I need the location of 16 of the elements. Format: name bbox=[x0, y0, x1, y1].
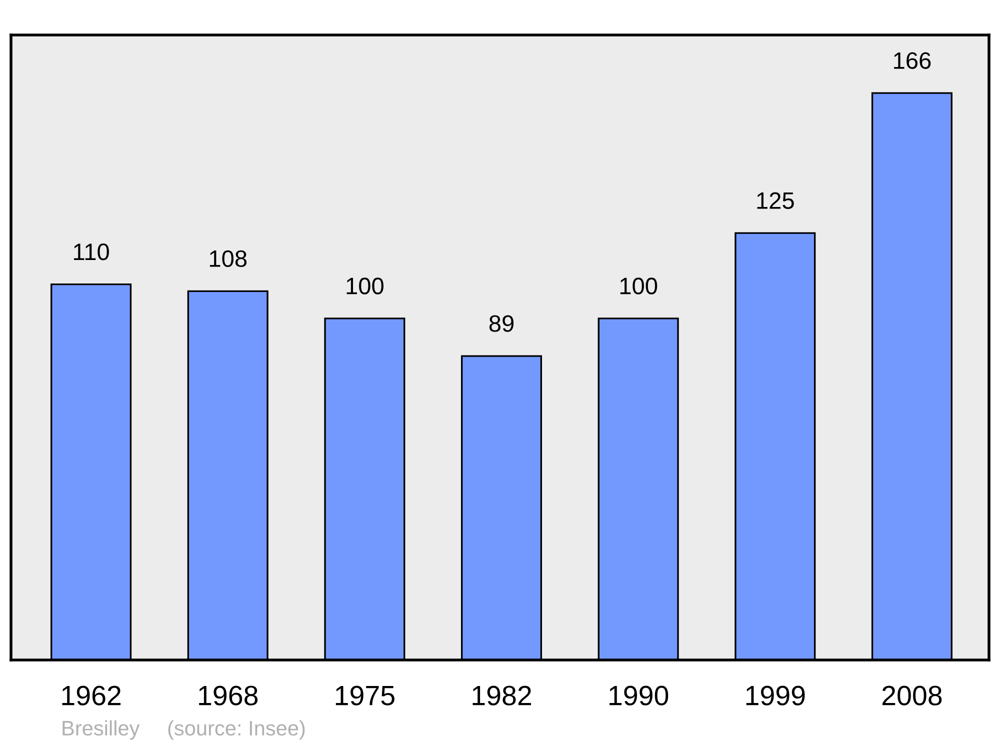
data-label: 125 bbox=[757, 192, 794, 209]
data-label: 89 bbox=[489, 315, 514, 332]
data-label: 110 bbox=[74, 243, 109, 260]
text: Bresilley bbox=[62, 720, 140, 740]
data-label: 100 bbox=[346, 278, 384, 294]
x-tick-label: 1962 bbox=[62, 686, 121, 706]
x-tick-label: 2008 bbox=[882, 686, 942, 706]
x-tick-label: 1982 bbox=[472, 686, 532, 706]
x-tick-label: 1975 bbox=[336, 686, 394, 706]
x-tick-label: 1968 bbox=[199, 686, 258, 706]
x-tick-label: 1990 bbox=[610, 686, 668, 706]
text: (source: Insee) bbox=[168, 720, 305, 740]
data-label: 100 bbox=[620, 278, 658, 294]
data-label: 166 bbox=[894, 52, 931, 69]
data-label: 108 bbox=[210, 250, 247, 268]
x-tick-label: 1999 bbox=[746, 686, 805, 706]
